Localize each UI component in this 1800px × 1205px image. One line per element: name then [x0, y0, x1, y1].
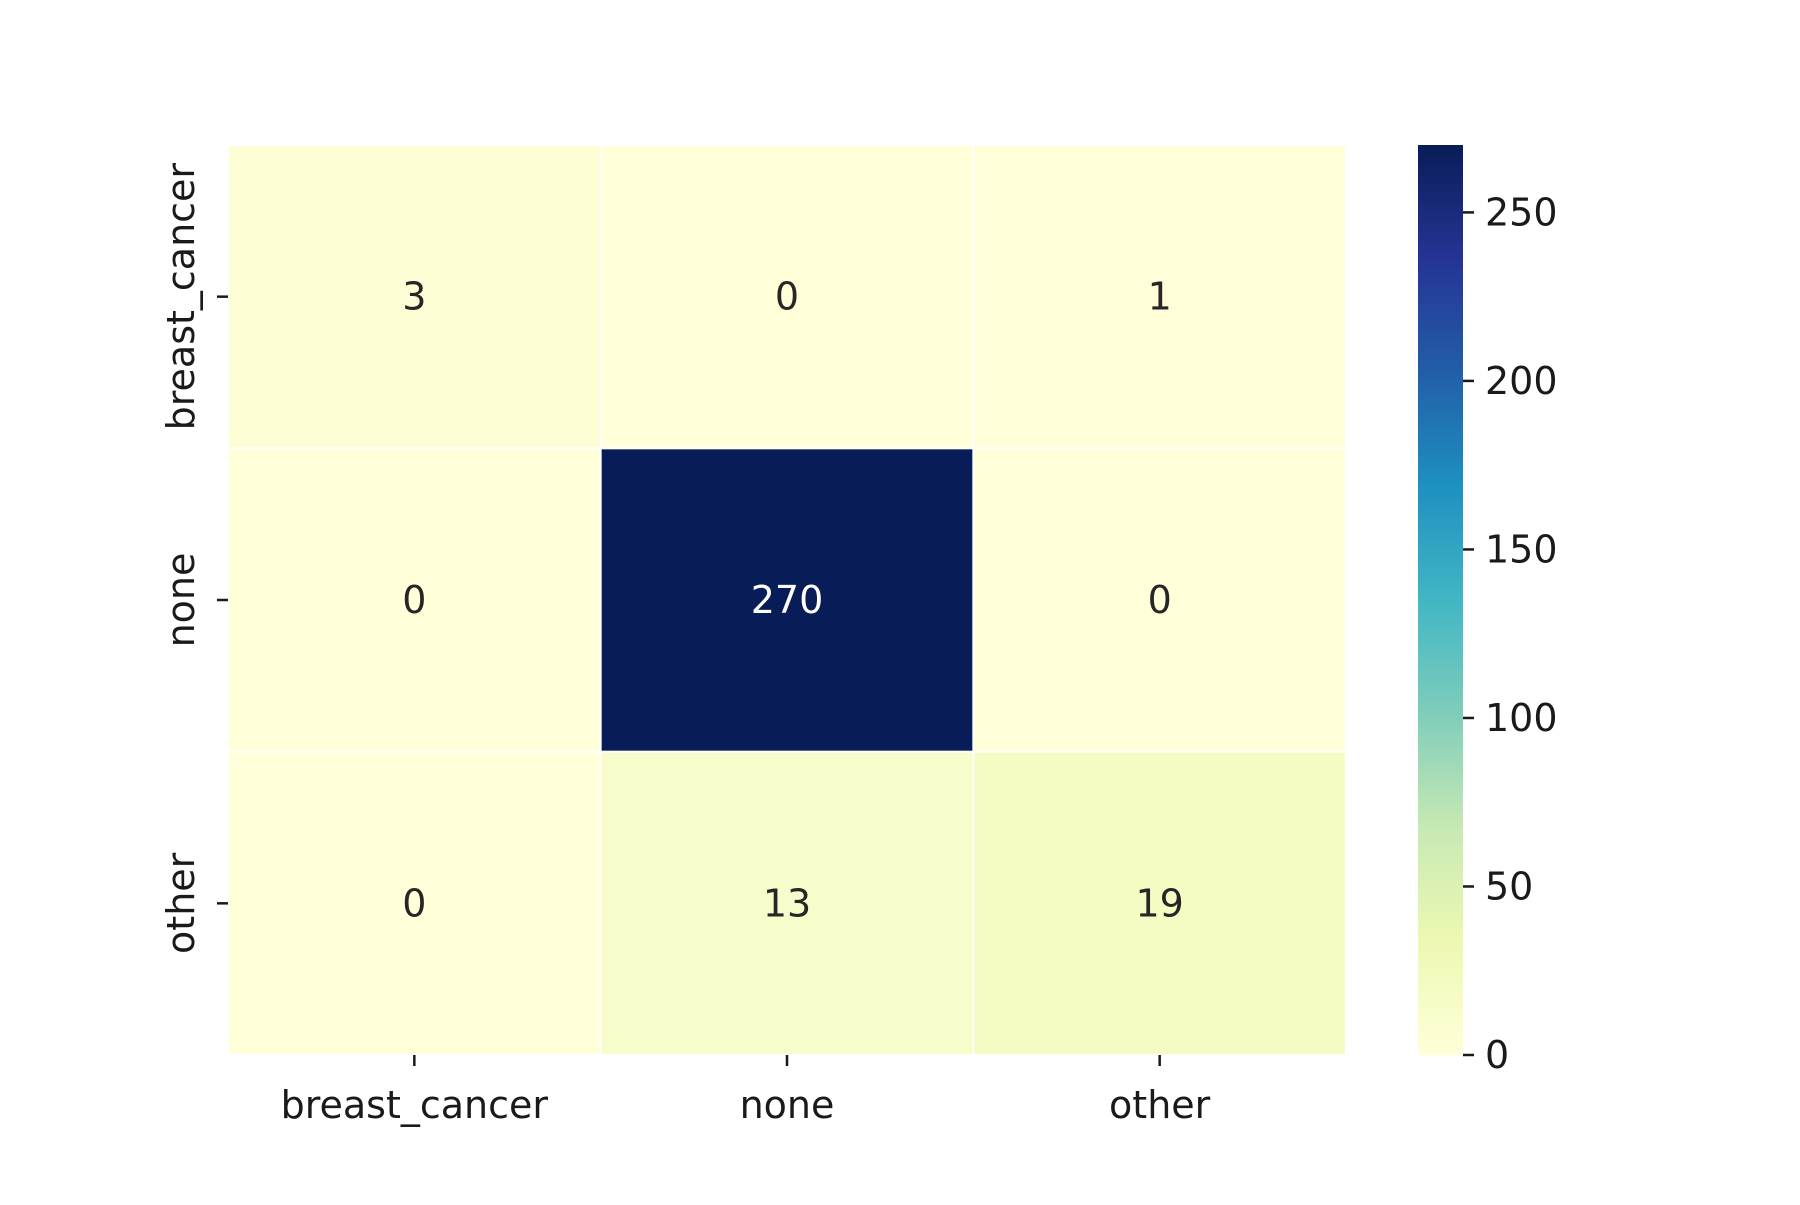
colorbar: 0 50 100 150 200 250 [1418, 145, 1558, 1077]
colorbar-tick-label-1: 50 [1485, 864, 1533, 908]
heatmap-cell-0-2 [974, 146, 1345, 448]
cell-value-label-1-0: 0 [402, 578, 426, 622]
x-axis: breast_cancer none other [281, 1055, 1211, 1127]
colorbar-tick-label-0: 0 [1485, 1033, 1509, 1077]
cell-value-label-1-1: 270 [751, 578, 824, 622]
cell-value-label-2-1: 13 [763, 881, 811, 925]
x-tick-label-2: other [1109, 1083, 1211, 1127]
heatmap-cell-labels: 3 0 1 0 270 0 0 13 19 [402, 275, 1184, 926]
cell-value-label-0-1: 0 [775, 275, 799, 319]
heatmap-cell-2-0 [229, 752, 600, 1054]
y-tick-label-1: none [159, 553, 203, 648]
x-tick-label-0: breast_cancer [281, 1083, 549, 1127]
heatmap-cell-0-1 [601, 146, 973, 448]
cell-value-label-1-2: 0 [1148, 578, 1172, 622]
x-tick-label-1: none [740, 1083, 835, 1127]
colorbar-tick-label-5: 250 [1485, 190, 1558, 234]
y-tick-label-0: breast_cancer [159, 163, 203, 431]
cell-value-label-2-2: 19 [1135, 881, 1183, 925]
colorbar-tick-label-4: 200 [1485, 359, 1558, 403]
y-tick-label-2: other [159, 852, 203, 954]
heatmap-cell-1-1 [601, 449, 973, 751]
cell-value-label-2-0: 0 [402, 881, 426, 925]
heatmap-cells [229, 146, 1345, 1054]
heatmap-cell-2-2 [974, 752, 1345, 1054]
cell-value-label-0-2: 1 [1148, 275, 1172, 319]
heatmap-cell-1-2 [974, 449, 1345, 751]
colorbar-gradient [1418, 145, 1463, 1055]
heatmap-cell-2-1 [601, 752, 973, 1054]
colorbar-ticks: 0 50 100 150 200 250 [1463, 190, 1558, 1077]
colorbar-tick-label-2: 100 [1485, 696, 1558, 740]
colorbar-tick-label-3: 150 [1485, 527, 1558, 571]
heatmap-cell-1-0 [229, 449, 600, 751]
cell-value-label-0-0: 3 [402, 275, 426, 319]
heatmap-cell-0-0 [229, 146, 600, 448]
